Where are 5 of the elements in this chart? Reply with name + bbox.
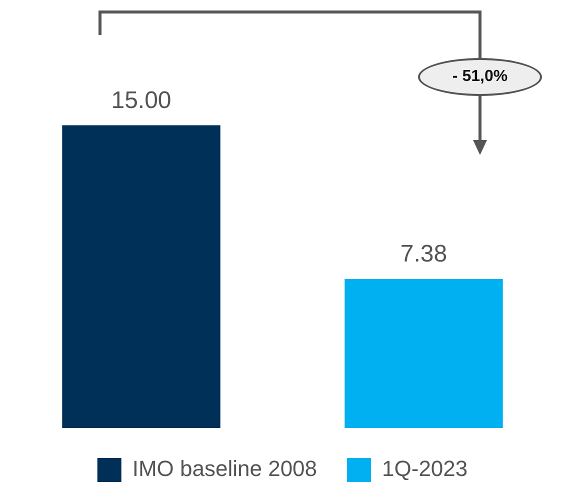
text: - 51,0% [418,58,542,96]
legend-label: IMO baseline 2008 [132,456,318,482]
data-label: 15.00 [111,86,172,114]
legend-label: 1Q-2023 [382,456,468,482]
data-label: 7.38 [400,240,448,268]
